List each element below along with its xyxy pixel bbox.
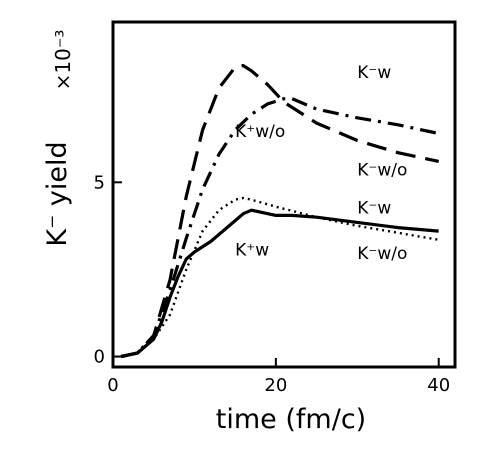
y-axis-title: K⁻ yield [42,141,73,246]
curve-annotation: K⁻w [357,199,391,219]
y-tick-label: 5 [94,172,105,193]
curve-annotation: K⁻w [357,63,391,83]
curve-annotation: K⁺w [235,240,269,260]
curve-annotation: K⁻w/o [357,160,407,180]
x-tick-label: 0 [107,375,118,396]
y-tick-label: 0 [94,347,105,368]
series-line-dashed [120,63,440,359]
series-layer [120,63,440,359]
series-line-dash-dot [120,97,440,359]
series-line-dotted [120,196,439,358]
ticks-layer: 0 20 40 0 5 [94,172,451,396]
plot-frame [111,20,457,369]
x-tick-label: 20 [264,375,287,396]
series-line-solid [120,208,439,359]
y-axis-scale-label: ×10⁻³ [51,30,75,91]
annotations-layer: K⁻w K⁺w/o K⁻w/o K⁻w K⁺w K⁻w/o [235,63,407,264]
curve-annotation: K⁺w/o [235,122,285,142]
x-tick-label: 40 [427,375,450,396]
x-axis-title: time (fm/c) [216,404,366,435]
curve-annotation: K⁻w/o [357,244,407,264]
